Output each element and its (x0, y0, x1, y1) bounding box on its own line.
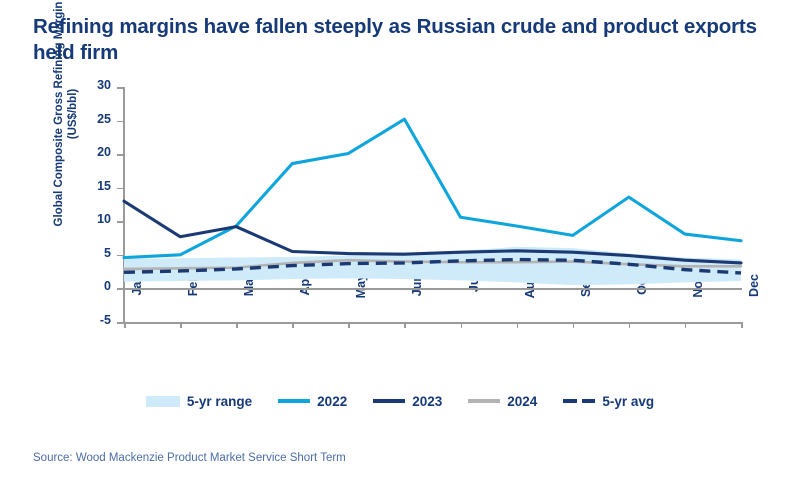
chart-svg (122, 117, 743, 286)
y-tick-label: 0 (104, 279, 111, 294)
legend-band-swatch-icon (145, 395, 180, 407)
x-tick-mark (516, 322, 519, 328)
y-tick-label: 30 (97, 78, 111, 92)
y-tick-label: 10 (97, 212, 111, 227)
y-tick-mark (117, 120, 124, 123)
y-tick-mark (117, 288, 124, 290)
legend-item-y2023[interactable]: 2023 (373, 394, 442, 409)
y-tick-mark (117, 221, 124, 223)
legend-line-icon (468, 399, 501, 403)
x-tick-label-dec: Dec (747, 274, 761, 297)
y-tick-label: -5 (99, 313, 111, 327)
source-note: Source: Wood Mackenzie Product Market Se… (33, 452, 346, 464)
legend-label: 5-yr avg (602, 393, 655, 409)
y-axis-tick-labels: 30 25 20 15 10 5 0 -5 (66, 0, 111, 480)
x-tick-mark (180, 322, 182, 328)
x-tick-mark (236, 322, 238, 328)
zero-baseline (124, 288, 742, 290)
chart-legend: 5-yr range 2022 2023 2024 5-yr avg (120, 388, 680, 414)
y-tick-label: 20 (97, 145, 111, 160)
x-tick-mark (404, 322, 406, 328)
x-tick-mark (460, 322, 463, 328)
x-tick-mark (348, 322, 350, 328)
legend-label: 5-yr range (186, 393, 253, 409)
x-tick-mark (628, 322, 631, 328)
series-line-2023 (122, 199, 743, 265)
five-year-range-band (124, 246, 741, 286)
legend-dashed-line-icon (563, 399, 596, 403)
y-tick-mark (117, 154, 124, 156)
y-tick-label: 15 (97, 178, 111, 193)
legend-label: 2024 (507, 393, 538, 409)
legend-label: 2022 (317, 393, 348, 409)
x-tick-mark (684, 322, 687, 328)
y-tick-mark (117, 322, 124, 324)
x-tick-mark (741, 322, 743, 328)
page-title: Refining margins have fallen steeply as … (33, 15, 757, 65)
legend-item-range[interactable]: 5-yr range (145, 393, 253, 409)
legend-item-avg[interactable]: 5-yr avg (563, 394, 654, 409)
y-axis-title-line1: Global Composite Gross Refining Margin (53, 1, 65, 227)
legend-label: 2023 (412, 393, 443, 409)
x-tick-mark (292, 322, 294, 328)
legend-item-y2022[interactable]: 2022 (278, 394, 347, 409)
y-tick-mark (117, 254, 124, 257)
x-axis-line (124, 322, 742, 324)
y-tick-label: 25 (97, 111, 111, 126)
legend-line-icon (373, 399, 406, 403)
legend-line-icon (278, 399, 311, 403)
plot-area (122, 87, 743, 322)
y-tick-mark (117, 87, 124, 89)
y-tick-mark (117, 187, 124, 190)
x-tick-mark (572, 322, 575, 328)
series-line-2022 (122, 117, 743, 260)
legend-item-y2024[interactable]: 2024 (468, 394, 537, 409)
y-tick-label: 5 (104, 245, 111, 260)
x-tick-mark (124, 322, 126, 328)
series-line-5-yr-avg (123, 257, 742, 275)
y-axis-line (123, 87, 125, 323)
